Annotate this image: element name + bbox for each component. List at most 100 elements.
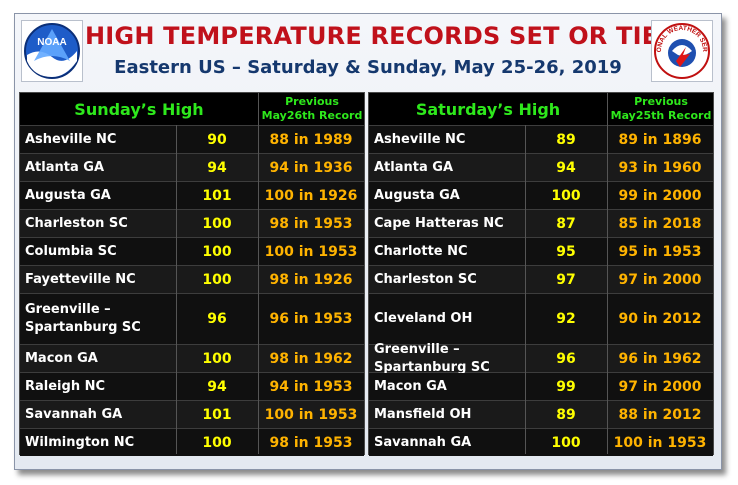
high-temperature: 96 [207, 311, 227, 327]
table-row: Savannah GA 101 100 in 1953 [20, 401, 364, 428]
previous-record: 90 in 2012 [618, 311, 702, 327]
high-temperature: 100 [202, 215, 232, 232]
sunday-previous-label: Previous [285, 95, 339, 108]
previous-record: 98 in 1962 [269, 350, 353, 367]
table-row: Asheville NC 90 88 in 1989 [20, 126, 364, 153]
column-divider [525, 125, 526, 454]
previous-record: 88 in 1989 [269, 131, 353, 148]
city-name: Columbia SC [25, 243, 117, 259]
city-name: Savannah GA [374, 434, 472, 450]
column-divider [258, 125, 259, 454]
saturday-table: Saturday’s High Previous May25th Record … [368, 92, 714, 456]
city-name: Charleston SC [25, 215, 128, 231]
high-temperature: 99 [556, 378, 576, 395]
sunday-table: Sunday’s High Previous May26th Record As… [19, 92, 365, 456]
city-name: Macon GA [374, 378, 447, 394]
city-name: Macon GA [25, 350, 98, 366]
previous-record: 97 in 2000 [618, 378, 702, 395]
city-name: Fayetteville NC [25, 271, 136, 287]
table-row: Cape Hatteras NC 87 85 in 2018 [369, 210, 713, 237]
sunday-header-row: Sunday’s High Previous May26th Record [20, 93, 364, 125]
sunday-record-label: May26th Record [261, 109, 363, 122]
saturday-header: Saturday’s High [415, 99, 561, 119]
high-temperature: 100 [551, 187, 581, 204]
sunday-header: Sunday’s High [74, 99, 204, 119]
previous-record: 94 in 1953 [269, 378, 353, 395]
city-name: Cleveland OH [374, 311, 473, 326]
city-name: Greenville – Spartanburg SC [25, 302, 141, 335]
high-temperature: 100 [202, 350, 232, 367]
city-name: Greenville – Spartanburg SC [374, 341, 490, 375]
high-temperature: 100 [202, 243, 232, 260]
city-name: Augusta GA [25, 187, 111, 203]
city-name: Asheville NC [25, 131, 117, 147]
table-row: Augusta GA 100 99 in 2000 [369, 182, 713, 209]
city-name: Charlotte NC [374, 243, 468, 259]
table-row: Greenville – Spartanburg SC 96 96 in 1953 [20, 294, 364, 344]
high-temperature: 94 [207, 159, 227, 176]
city-name: Charleston SC [374, 271, 477, 287]
previous-record: 98 in 1953 [269, 434, 353, 451]
high-temperature: 101 [202, 187, 232, 204]
previous-record: 99 in 2000 [618, 187, 702, 204]
noaa-logo: NOAA [21, 20, 83, 82]
city-name: Atlanta GA [25, 159, 105, 175]
table-row: Asheville NC 89 89 in 1896 [369, 126, 713, 153]
previous-record: 96 in 1953 [269, 311, 353, 327]
table-row: Fayetteville NC 100 98 in 1926 [20, 266, 364, 293]
page-title: HIGH TEMPERATURE RECORDS SET OR TIED [85, 22, 679, 50]
city-name: Cape Hatteras NC [374, 215, 504, 231]
high-temperature: 95 [556, 243, 576, 260]
previous-record: 95 in 1953 [618, 243, 702, 260]
page-subtitle: Eastern US – Saturday & Sunday, May 25-2… [114, 57, 622, 78]
city-name: Atlanta GA [374, 159, 454, 175]
high-temperature: 100 [202, 271, 232, 288]
table-row: Augusta GA 101 100 in 1926 [20, 182, 364, 209]
previous-record: 100 in 1926 [264, 187, 358, 204]
city-name: Asheville NC [374, 131, 466, 147]
graphic-frame: NOAA HIGH TEMPERATURE RECORDS SET OR TIE… [14, 13, 722, 470]
high-temperature: 89 [556, 131, 576, 148]
nws-logo-icon: NATIONAL WEATHER SERVICE [650, 16, 710, 79]
table-row: Cleveland OH 92 90 in 2012 [369, 294, 713, 344]
saturday-header-row: Saturday’s High Previous May25th Record [369, 93, 713, 125]
high-temperature: 100 [202, 434, 232, 451]
table-row: Charleston SC 100 98 in 1953 [20, 210, 364, 237]
saturday-previous-record-header: Previous May25th Record [607, 93, 714, 125]
previous-record: 97 in 2000 [618, 271, 702, 288]
previous-record: 88 in 2012 [618, 406, 702, 423]
noaa-logo-icon: NOAA [24, 23, 80, 79]
column-divider [176, 125, 177, 454]
table-row: Greenville – Spartanburg SC 96 96 in 1962 [369, 341, 713, 375]
previous-record: 98 in 1953 [269, 215, 353, 232]
table-row: Wilmington NC 100 98 in 1953 [20, 429, 364, 456]
city-name: Savannah GA [25, 406, 123, 422]
high-temperature: 90 [207, 131, 227, 148]
city-name: Raleigh NC [25, 378, 106, 394]
city-name: Mansfield OH [374, 406, 472, 422]
saturday-previous-label: Previous [634, 95, 688, 108]
high-temperature: 96 [556, 350, 576, 367]
high-temperature: 87 [556, 215, 576, 232]
table-row: Columbia SC 100 100 in 1953 [20, 238, 364, 265]
city-name: Wilmington NC [25, 434, 135, 450]
table-row: Charleston SC 97 97 in 2000 [369, 266, 713, 293]
city-name: Augusta GA [374, 187, 460, 203]
high-temperature: 94 [207, 378, 227, 395]
table-row: Mansfield OH 89 88 in 2012 [369, 401, 713, 428]
table-row: Savannah GA 100 100 in 1953 [369, 429, 713, 456]
previous-record: 96 in 1962 [618, 350, 702, 367]
previous-record: 100 in 1953 [613, 434, 707, 451]
nws-logo: NATIONAL WEATHER SERVICE [650, 16, 713, 82]
previous-record: 100 in 1953 [264, 243, 358, 260]
table-row: Charlotte NC 95 95 in 1953 [369, 238, 713, 265]
previous-record: 94 in 1936 [269, 159, 353, 176]
previous-record: 98 in 1926 [269, 271, 353, 288]
table-row: Raleigh NC 94 94 in 1953 [20, 373, 364, 400]
table-row: Atlanta GA 94 93 in 1960 [369, 154, 713, 181]
high-temperature: 92 [556, 311, 576, 327]
previous-record: 93 in 1960 [618, 159, 702, 176]
table-row: Macon GA 100 98 in 1962 [20, 345, 364, 372]
column-divider [607, 125, 608, 454]
saturday-record-label: May25th Record [610, 109, 712, 122]
